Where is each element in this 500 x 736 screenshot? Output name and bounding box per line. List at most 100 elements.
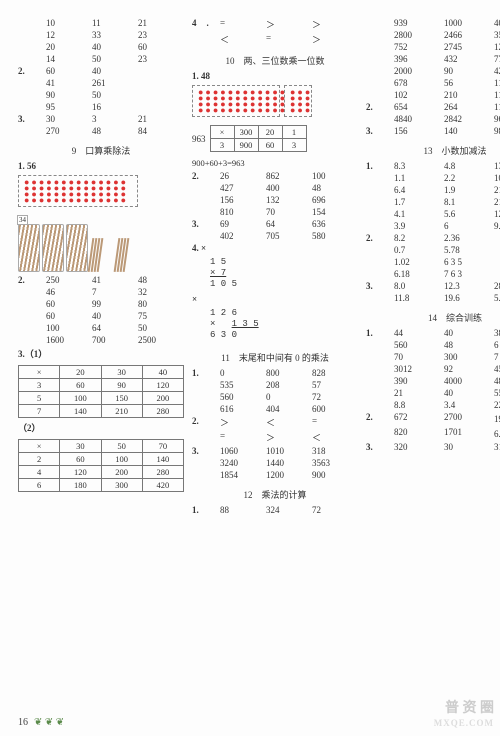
data-row: 1.78.121.7 bbox=[366, 197, 500, 207]
data-row: 2.6542641170 bbox=[366, 102, 500, 112]
data-row: 4.15.612.8 bbox=[366, 209, 500, 219]
data-row: 42740048 bbox=[192, 183, 358, 193]
data-row: 2.＞＜= bbox=[192, 416, 358, 429]
data-row: 204060 bbox=[18, 42, 184, 52]
answer-page: 101121 123323 204060 145023 2.6040 41261 9050 9… bbox=[0, 0, 500, 525]
data-row: 6.187 6 3 bbox=[366, 269, 500, 279]
grid-963: ×3002013900603 bbox=[210, 125, 307, 152]
data-row: 604075 bbox=[18, 311, 184, 321]
sticks-illustration: 34 bbox=[18, 212, 184, 272]
data-row: 2.26862100 bbox=[192, 171, 358, 181]
data-row: 402705580 bbox=[192, 231, 358, 241]
section-12-title: 12 乘法的计算 bbox=[192, 488, 358, 501]
data-row: 46732 bbox=[18, 287, 184, 297]
data-row: 30129245 bbox=[366, 364, 500, 374]
data-row: 39643277 bbox=[366, 54, 500, 64]
data-row: 16007002500 bbox=[18, 335, 184, 345]
data-row: 3.32030314 bbox=[366, 442, 500, 452]
data-row: 703007 bbox=[366, 352, 500, 362]
section-13-title: 13 小数加减法 bbox=[366, 144, 500, 157]
sec10-1: 1. 48 bbox=[192, 71, 358, 81]
data-row: 41261 bbox=[18, 78, 184, 88]
bundle-tag: 34 bbox=[17, 215, 28, 225]
data-row: 123323 bbox=[18, 30, 184, 40]
data-row: 3.15614098 bbox=[366, 126, 500, 136]
sec11-block: 1.0800828 53520857 560072 616404600 2.＞＜= =＞＜… bbox=[192, 368, 358, 482]
watermark: 普 资 圈 MXQE.COM bbox=[434, 702, 494, 730]
sym-row-1: 4.=＞＞ bbox=[192, 18, 358, 31]
data-row: 3.6964636 bbox=[192, 219, 358, 229]
data-row: 1.0800828 bbox=[192, 368, 358, 378]
col3-top: 9391000400 28002466350 7522745120 39643277 2… bbox=[366, 18, 500, 138]
data-row: 28002466350 bbox=[366, 30, 500, 40]
data-row: 82017016.7 元 bbox=[366, 427, 500, 440]
page-footer: 16 ❦ ❦ ❦ bbox=[18, 717, 64, 728]
grid-2: ×30507026010014041202002806180300420 bbox=[18, 439, 184, 492]
data-row: 1.8.34.813.7 bbox=[366, 161, 500, 171]
data-row: 200090420 bbox=[366, 66, 500, 76]
section-9-title: 9 口算乘除法 bbox=[18, 144, 184, 157]
data-row: 9391000400 bbox=[366, 18, 500, 28]
data-row: 2.672270019.5 元 bbox=[366, 412, 500, 425]
data-row: 11.819.65.3 bbox=[366, 293, 500, 303]
sec9-3-label2: （2） bbox=[18, 421, 184, 434]
data-row: 2.6040 bbox=[18, 66, 184, 76]
vmult-1: 1 5 × 7 1 0 5 bbox=[210, 257, 358, 290]
section-10-title: 10 两、三位数乘一位数 bbox=[192, 54, 358, 67]
data-row: 1006450 bbox=[18, 323, 184, 333]
data-row: 102210118 bbox=[366, 90, 500, 100]
data-row: 53520857 bbox=[192, 380, 358, 390]
data-row: 2140556 bbox=[366, 388, 500, 398]
sec14-block: 1.44403856048670300730129245390400048214… bbox=[366, 328, 500, 454]
sym-row-2: ＜=＞ bbox=[192, 33, 358, 46]
section-11-title: 11 末尾和中间有 0 的乘法 bbox=[192, 351, 358, 364]
grid-1: ×2030403609012051001502007140210280 bbox=[18, 365, 184, 418]
section-14-title: 14 综合训练 bbox=[366, 311, 500, 324]
data-row: 9050 bbox=[18, 90, 184, 100]
sec10-grid-wrap: 963 ×3002013900603 bbox=[192, 122, 358, 155]
data-row: 1.026 3 5 bbox=[366, 257, 500, 267]
data-row: 81070154 bbox=[192, 207, 358, 217]
dot-arrays: ●●●●●●●●●●●● ●●●●●●●●●●●● ●●●●●●●●●●●● ●… bbox=[192, 83, 358, 119]
data-row: 616404600 bbox=[192, 404, 358, 414]
data-row: 156132696 bbox=[192, 195, 358, 205]
data-row: 3.969.5 bbox=[366, 221, 500, 231]
sec10-expr: 900+60+3=963 bbox=[192, 158, 358, 168]
sec13-block: 1.8.34.813.71.12.210.36.41.9211.78.121.7… bbox=[366, 161, 500, 305]
data-row: 324014403563 bbox=[192, 458, 358, 468]
grid-left-label: 963 bbox=[192, 134, 206, 144]
sec10-4-label: 4. × bbox=[192, 243, 358, 253]
data-row: 145023 bbox=[18, 54, 184, 64]
data-row: 2.8.22.36 bbox=[366, 233, 500, 243]
sec9-block2: 2.2504148 46732 609980 604075 1006450 1600700… bbox=[18, 275, 184, 347]
data-row: 390400048 bbox=[366, 376, 500, 386]
column-3: 9391000400 28002466350 7522745120 39643277 2… bbox=[366, 18, 500, 517]
data-row: 560486 bbox=[366, 340, 500, 350]
dot-array-box: ●●●●●●●●●●●●●● ●●●●●●●●●●●●●● ●●●●●●●●●●… bbox=[18, 175, 138, 207]
leaf-icon: ❦ ❦ ❦ bbox=[34, 717, 64, 728]
block-a: 101121 123323 204060 145023 2.6040 41261 9050 9… bbox=[18, 18, 184, 138]
vmult-2: 1 2 6 × 1 3 5 6 3 0 bbox=[210, 308, 358, 341]
column-1: 101121 123323 204060 145023 2.6040 41261 9050 9… bbox=[18, 18, 184, 517]
sec9-3-label: 3.（1） bbox=[18, 347, 184, 360]
data-row: 609980 bbox=[18, 299, 184, 309]
sec10-block2: 2.26862100 42740048 156132696 81070154 3.696… bbox=[192, 171, 358, 243]
data-row: 1.8832472 bbox=[192, 505, 358, 515]
data-row: 3.30321 bbox=[18, 114, 184, 124]
data-row: 67856111 bbox=[366, 78, 500, 88]
data-row: 101121 bbox=[18, 18, 184, 28]
column-2: 4.=＞＞ ＜=＞ 10 两、三位数乘一位数 1. 48 ●●●●●●●●●●●… bbox=[192, 18, 358, 517]
page-number: 16 bbox=[18, 717, 28, 728]
data-row: 560072 bbox=[192, 392, 358, 402]
data-row: 1.12.210.3 bbox=[366, 173, 500, 183]
data-row: 2704884 bbox=[18, 126, 184, 136]
data-row: 18541200900 bbox=[192, 470, 358, 480]
data-row: 48402842960 bbox=[366, 114, 500, 124]
data-row: 3.8.012.328.5 bbox=[366, 281, 500, 291]
data-row: 9516 bbox=[18, 102, 184, 112]
data-row: 7522745120 bbox=[366, 42, 500, 52]
data-row: 2.2504148 bbox=[18, 275, 184, 285]
sec12-block: 1.8832472 bbox=[192, 505, 358, 517]
sec9-item1: 1. 56 bbox=[18, 161, 184, 171]
data-row: =＞＜ bbox=[192, 431, 358, 444]
